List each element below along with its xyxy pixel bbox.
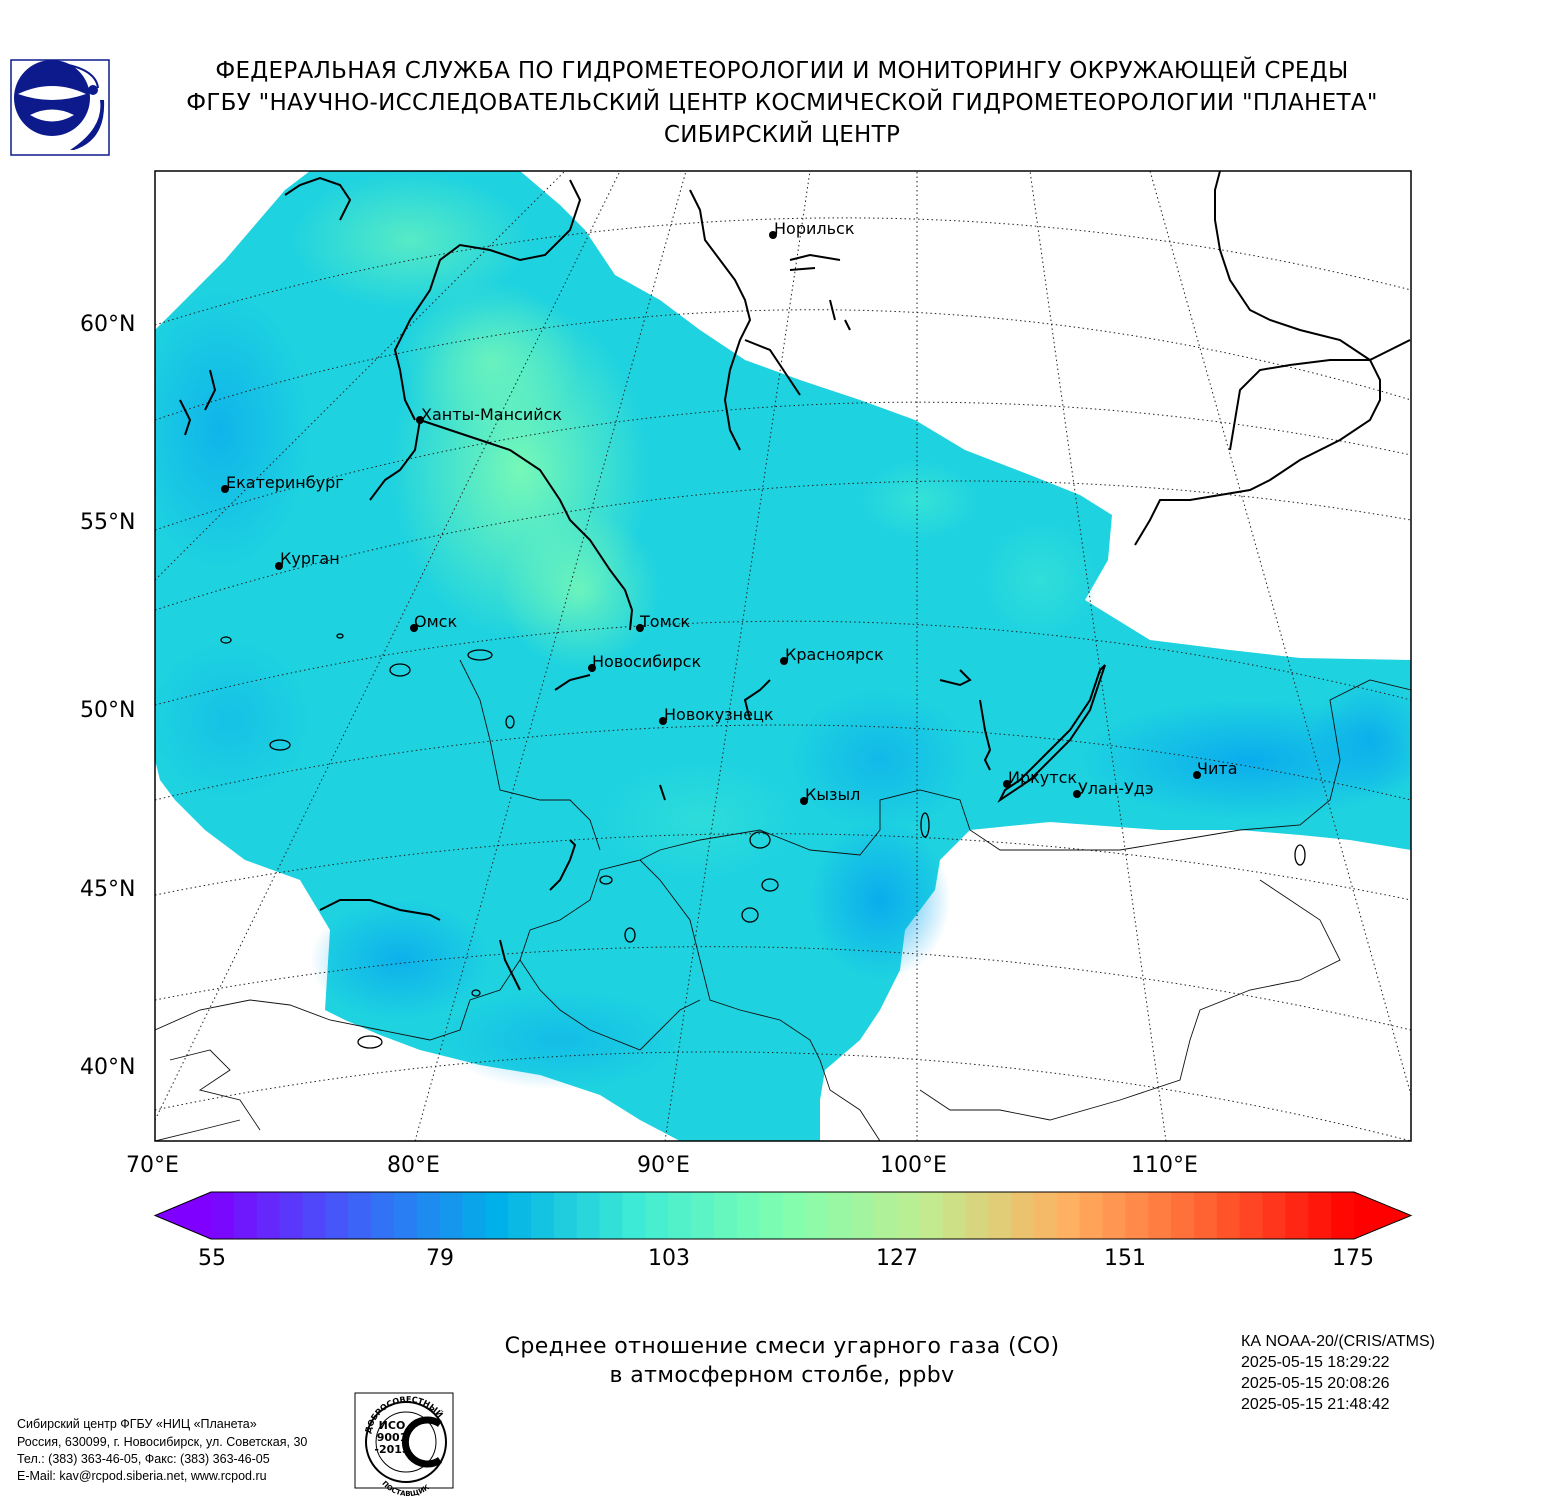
lon-label-110: 110°E (1131, 1153, 1198, 1178)
lon-label-90: 90°E (637, 1153, 690, 1178)
graticule (155, 171, 1411, 1141)
colorbar-tick-3: 127 (876, 1246, 918, 1271)
colorbar-tick-0: 55 (198, 1246, 226, 1271)
lon-label-100: 100°E (880, 1153, 947, 1178)
footer-line1: Сибирский центр ФГБУ «НИЦ «Планета» (17, 1417, 257, 1431)
city-label-tomsk: Томск (640, 612, 691, 631)
city-label-kurgan: Курган (280, 549, 340, 568)
co-data-field (155, 171, 1411, 1141)
colorbar-tick-4: 151 (1104, 1246, 1146, 1271)
city-label-novokuznetsk: Новокузнецк (664, 705, 774, 724)
lat-label-40: 40°N (80, 1055, 136, 1080)
satellite-time-3: 2025-05-15 21:48:42 (1241, 1396, 1390, 1413)
lat-label-55: 55°N (80, 510, 136, 535)
header-title-line3: СИБИРСКИЙ ЦЕНТР (663, 122, 901, 148)
footer-line4: E-Mail: kav@rcpod.siberia.net, www.rcpod… (17, 1469, 267, 1483)
footer-line2: Россия, 630099, г. Новосибирск, ул. Сове… (17, 1435, 308, 1449)
certificate-center-text: ИСО 9001 -2015 (374, 1419, 410, 1456)
footer-line3: Тел.: (383) 363-46-05, Факс: (383) 363-4… (17, 1452, 270, 1466)
lon-label-70: 70°E (126, 1153, 179, 1178)
caption-line2: в атмосферном столбе, ppbv (609, 1363, 955, 1388)
lat-label-50: 50°N (80, 698, 136, 723)
city-label-norilsk: Норильск (774, 219, 855, 238)
colorbar-tick-2: 103 (648, 1246, 690, 1271)
city-label-krasnoyarsk: Красноярск (785, 645, 884, 664)
country-borders (155, 659, 1411, 1141)
satellite-name: КА NOAA-20/(CRIS/ATMS) (1241, 1333, 1435, 1350)
lat-label-45: 45°N (80, 877, 136, 902)
rivers-coastline (179, 171, 1411, 991)
city-label-yekaterinburg: Екатеринбург (226, 473, 344, 492)
header-title-line2: ФГБУ "НАУЧНО-ИССЛЕДОВАТЕЛЬСКИЙ ЦЕНТР КОС… (186, 90, 1378, 116)
city-label-novosibirsk: Новосибирск (592, 652, 702, 671)
map-frame (154, 170, 1412, 1142)
city-label-khanty-mansiysk: Ханты-Мансийск (421, 405, 563, 424)
lakes (220, 633, 1306, 1049)
lon-label-80: 80°E (387, 1153, 440, 1178)
colorbar-tick-1: 79 (426, 1246, 454, 1271)
colorbar-tick-5: 175 (1332, 1246, 1374, 1271)
city-label-omsk: Омск (414, 612, 458, 631)
city-markers (221, 231, 1201, 805)
satellite-time-2: 2025-05-15 20:08:26 (1241, 1375, 1390, 1392)
lat-label-60: 60°N (80, 312, 136, 337)
header-title-line1: ФЕДЕРАЛЬНАЯ СЛУЖБА ПО ГИДРОМЕТЕОРОЛОГИИ … (215, 58, 1349, 84)
city-label-irkutsk: Иркутск (1008, 768, 1078, 787)
caption-line1: Среднее отношение смеси угарного газа (C… (504, 1334, 1060, 1359)
city-label-chita: Чита (1197, 759, 1238, 778)
city-label-ulan-ude: Улан-Удэ (1078, 779, 1154, 798)
city-label-kyzyl: Кызыл (805, 785, 861, 804)
satellite-time-1: 2025-05-15 18:29:22 (1241, 1354, 1390, 1371)
